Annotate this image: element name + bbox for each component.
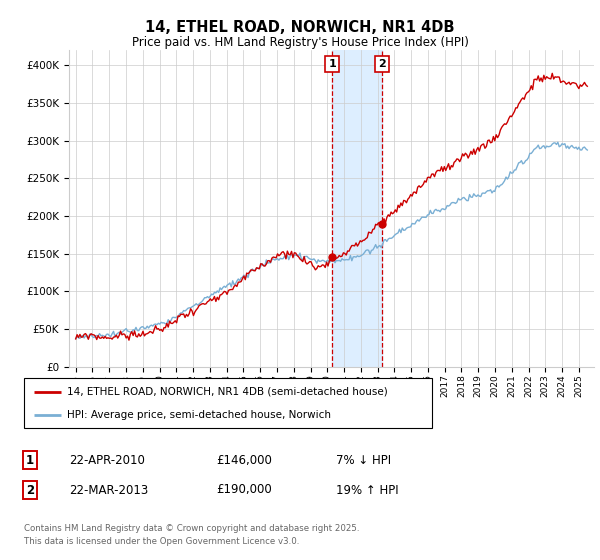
Bar	[332, 50, 382, 367]
Text: 22-APR-2010: 22-APR-2010	[69, 454, 145, 467]
Text: Contains HM Land Registry data © Crown copyright and database right 2025.
This d: Contains HM Land Registry data © Crown c…	[24, 524, 359, 545]
Text: £190,000: £190,000	[216, 483, 272, 497]
Text: 22-MAR-2013: 22-MAR-2013	[69, 483, 148, 497]
Text: 14, ETHEL ROAD, NORWICH, NR1 4DB: 14, ETHEL ROAD, NORWICH, NR1 4DB	[145, 20, 455, 35]
Text: HPI: Average price, semi-detached house, Norwich: HPI: Average price, semi-detached house,…	[67, 410, 331, 420]
Text: 14, ETHEL ROAD, NORWICH, NR1 4DB (semi-detached house): 14, ETHEL ROAD, NORWICH, NR1 4DB (semi-d…	[67, 386, 388, 396]
Text: Price paid vs. HM Land Registry's House Price Index (HPI): Price paid vs. HM Land Registry's House …	[131, 36, 469, 49]
Text: 1: 1	[328, 59, 336, 69]
Text: 2: 2	[26, 483, 34, 497]
Text: £146,000: £146,000	[216, 454, 272, 467]
Text: 2: 2	[378, 59, 386, 69]
Text: 1: 1	[26, 454, 34, 467]
Text: 19% ↑ HPI: 19% ↑ HPI	[336, 483, 398, 497]
Text: 7% ↓ HPI: 7% ↓ HPI	[336, 454, 391, 467]
